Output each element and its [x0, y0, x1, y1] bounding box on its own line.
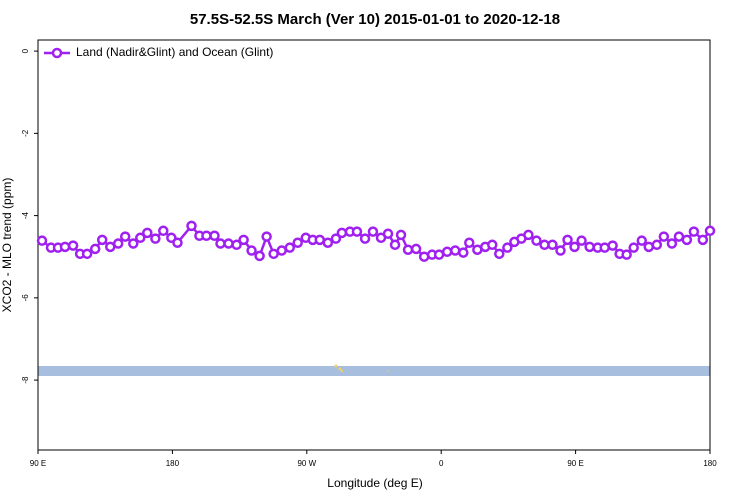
map-land — [338, 367, 342, 371]
data-point — [81, 248, 93, 260]
data-point — [651, 239, 663, 251]
data-point — [359, 233, 371, 244]
data-point — [449, 245, 461, 256]
map-land — [334, 364, 338, 368]
data-point — [704, 225, 716, 237]
data-point — [351, 226, 363, 237]
data-point — [643, 241, 655, 253]
data-point — [59, 241, 71, 253]
data-point — [186, 220, 197, 232]
map-land — [387, 370, 389, 372]
data-point — [246, 245, 257, 256]
data-point — [89, 243, 101, 255]
data-point — [569, 241, 580, 253]
data-point — [150, 233, 161, 244]
y-tick-label: -6 — [21, 294, 30, 302]
data-point — [36, 235, 48, 246]
data-point — [119, 231, 131, 242]
x-tick-label: 90 W — [297, 459, 316, 468]
y-tick-label: -8 — [21, 376, 30, 384]
data-point — [584, 241, 595, 253]
data-point — [395, 229, 407, 241]
data-point — [555, 245, 566, 256]
data-point — [142, 227, 153, 239]
data-point — [209, 230, 220, 241]
data-point — [502, 242, 513, 253]
data-point — [688, 226, 700, 237]
data-point — [458, 247, 469, 258]
data-point — [261, 231, 272, 242]
data-point — [223, 238, 234, 249]
x-tick-label: 90 E — [30, 459, 46, 468]
data-point — [322, 237, 334, 248]
y-tick-label: -4 — [21, 211, 30, 219]
data-point — [402, 244, 414, 255]
data-point — [292, 237, 303, 248]
data-point — [658, 231, 670, 242]
data-point — [231, 239, 242, 251]
data-point — [523, 229, 534, 241]
data-point — [494, 248, 505, 260]
data-point — [382, 228, 394, 239]
data-point — [172, 237, 183, 248]
chart-title: 57.5S-52.5S March (Ver 10) 2015-01-01 to… — [190, 11, 560, 28]
x-tick-label: 90 E — [567, 459, 583, 468]
x-tick-label: 0 — [439, 459, 444, 468]
data-point — [336, 227, 348, 239]
data-point — [487, 239, 498, 251]
data-point — [576, 235, 587, 246]
data-point — [215, 238, 226, 249]
data-point — [531, 235, 542, 246]
x-tick-label: 180 — [703, 459, 717, 468]
data-point — [276, 245, 287, 256]
data-point — [410, 243, 422, 255]
legend-label: Land (Nadir&Glint) and Ocean (Glint) — [76, 45, 273, 59]
data-point — [367, 226, 379, 237]
data-point — [238, 234, 249, 246]
data-point — [314, 234, 326, 246]
data-point — [681, 234, 693, 246]
data-point — [268, 248, 279, 260]
data-point — [96, 234, 108, 246]
data-point — [433, 249, 445, 260]
y-axis-label: XCO2 - MLO trend (ppm) — [0, 178, 14, 313]
data-point — [128, 238, 139, 249]
data-point — [284, 242, 296, 253]
legend-marker — [51, 47, 63, 59]
data-point — [607, 240, 618, 251]
data-point — [158, 225, 169, 237]
data-point — [621, 249, 632, 260]
data-point — [330, 233, 342, 244]
data-point — [135, 232, 146, 244]
data-point — [697, 234, 709, 246]
data-point — [464, 237, 475, 248]
data-point — [628, 242, 639, 253]
data-point — [112, 238, 124, 249]
y-tick-label: 0 — [21, 48, 30, 53]
data-point — [67, 240, 79, 251]
plot-frame — [37, 39, 711, 451]
data-point — [389, 239, 401, 251]
data-point — [636, 235, 648, 246]
x-tick-label: 180 — [166, 459, 180, 468]
data-point — [547, 239, 558, 251]
y-tick-label: -2 — [21, 129, 30, 137]
data-point — [562, 234, 573, 246]
data-point — [441, 246, 453, 258]
data-point — [254, 250, 265, 262]
data-point — [666, 238, 678, 249]
map-land — [340, 369, 344, 373]
x-axis-label: Longitude (deg E) — [327, 476, 422, 490]
data-point — [201, 230, 212, 241]
map-strip — [38, 366, 710, 376]
